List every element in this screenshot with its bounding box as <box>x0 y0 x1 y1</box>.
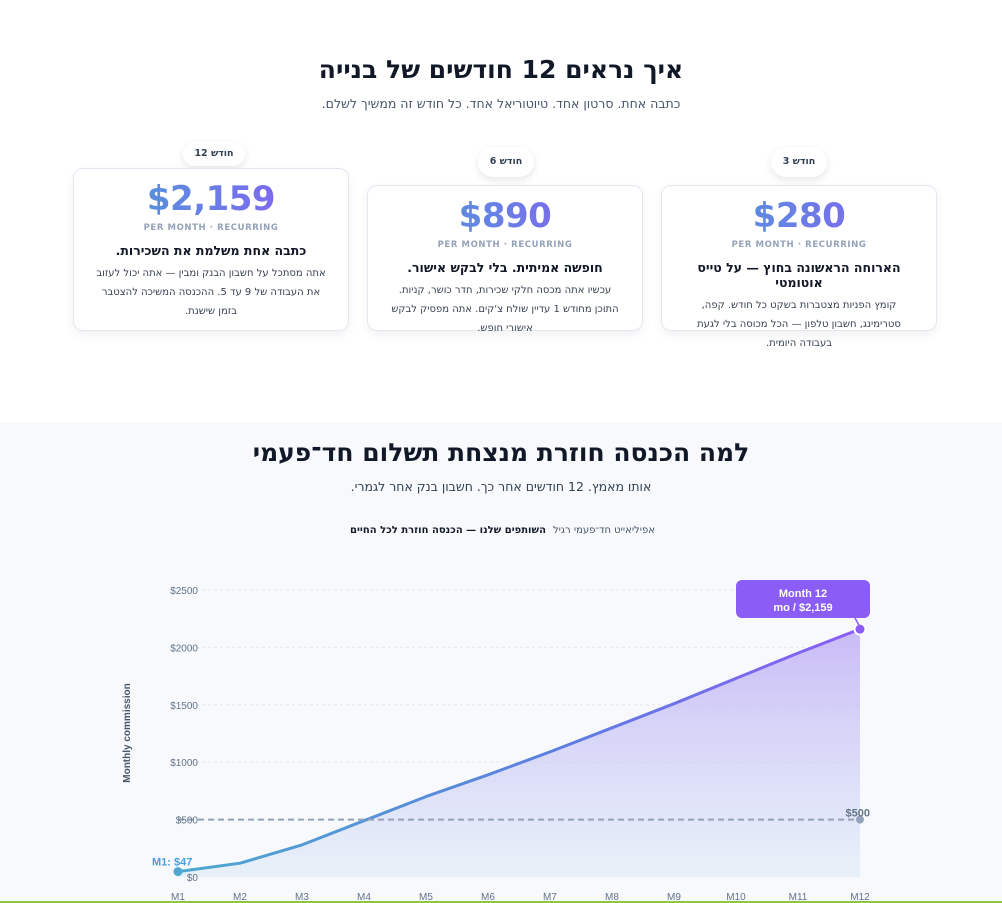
end-point <box>853 622 867 636</box>
x-tick-label: M12 <box>850 892 870 903</box>
x-tick-label: M3 <box>295 892 309 903</box>
y-tick-label: $1500 <box>170 701 198 712</box>
card-month-6: $890 PER MONTH · RECURRING חופשה אמיתית.… <box>367 185 643 334</box>
badge-month-12: חודש 12 <box>183 142 245 166</box>
tooltip-line-2: mo / $2,159 <box>773 602 832 614</box>
start-point <box>173 867 183 877</box>
card-heading: כתבה אחת משלמת את השכירות. <box>115 243 307 258</box>
badge-month-6: חודש 6 <box>478 147 534 177</box>
amount-month-6: $890 <box>386 196 624 236</box>
badge-month-3: חודש 3 <box>771 147 827 177</box>
card-month-3: $280 PER MONTH · RECURRING הארוחה הראשונ… <box>661 185 937 349</box>
tooltip-line-1: Month 12 <box>779 588 827 600</box>
tooltip-box <box>736 580 870 618</box>
legend-recurring[interactable]: השותפים שלנו — הכנסה חוזרת לכל החיים <box>350 525 546 536</box>
per-month-label: PER MONTH · RECURRING <box>437 240 573 250</box>
legend-one-time[interactable]: אפיליאייט חד־פעמי רגיל <box>553 525 655 536</box>
start-label: M1: $47 <box>152 857 192 869</box>
comparison-subtitle: אותו מאמץ. 12 חודשים אחר כך. חשבון בנק א… <box>350 479 652 494</box>
card-heading: הארוחה הראשונה בחוץ — על טייס אוטומטי <box>697 260 901 290</box>
card-text: אתה מסתכל על חשבון הבנק ומבין — אתה יכול… <box>96 268 326 317</box>
card-month-12: $2,159 PER MONTH · RECURRING כתבה אחת מש… <box>73 168 349 331</box>
x-tick-label: M1 <box>171 892 185 903</box>
journey-title: איך נראים 12 חודשים של בנייה <box>318 55 684 84</box>
y-tick-label: $2000 <box>170 643 198 654</box>
per-month-label: PER MONTH · RECURRING <box>731 240 867 250</box>
journey-subtitle: כתבה אחת. סרטון אחד. טיוטוריאל אחד. כל ח… <box>321 96 681 111</box>
recurring-line <box>177 627 861 874</box>
tooltip-pointer <box>854 617 860 626</box>
one-time-end-point <box>856 815 864 824</box>
recurring-area <box>178 629 860 877</box>
card-text: עכשיו אתה מכסה חלקי שכירות, חדר כושר, קנ… <box>391 285 619 334</box>
y-tick-label: $500 <box>176 816 199 827</box>
x-tick-label: M6 <box>481 892 495 903</box>
y-axis-label: Monthly commission <box>122 683 133 782</box>
y-tick-label: $1000 <box>170 758 198 769</box>
x-tick-label: M9 <box>667 892 681 903</box>
y-tick-label: $2500 <box>170 586 198 597</box>
x-tick-label: M2 <box>233 892 247 903</box>
bottom-divider <box>0 901 1002 903</box>
amount-month-3: $280 <box>680 196 918 236</box>
amount-month-12: $2,159 <box>92 179 330 219</box>
x-tick-label: M7 <box>543 892 557 903</box>
x-tick-label: M11 <box>789 892 808 903</box>
per-month-label: PER MONTH · RECURRING <box>143 223 279 233</box>
y-tick-label: $0 <box>187 873 199 884</box>
comparison-title: למה הכנסה חוזרת מנצחת תשלום חד־פעמי <box>252 438 750 467</box>
x-tick-label: M8 <box>605 892 619 903</box>
x-tick-label: M5 <box>419 892 433 903</box>
x-tick-label: M4 <box>357 892 371 903</box>
card-text: קומץ הפניות מצטברות בשקט כל חודש. קפה, ס… <box>697 300 901 349</box>
card-heading: חופשה אמיתית. בלי לבקש אישור. <box>407 260 603 275</box>
commission-chart: $0 $500 $1000 $1500 $2000 $2500 M1 M2 M3 M4 M5 M6 M7… <box>122 580 870 903</box>
one-time-end-label: $500 <box>846 808 870 820</box>
x-tick-label: M10 <box>726 892 746 903</box>
